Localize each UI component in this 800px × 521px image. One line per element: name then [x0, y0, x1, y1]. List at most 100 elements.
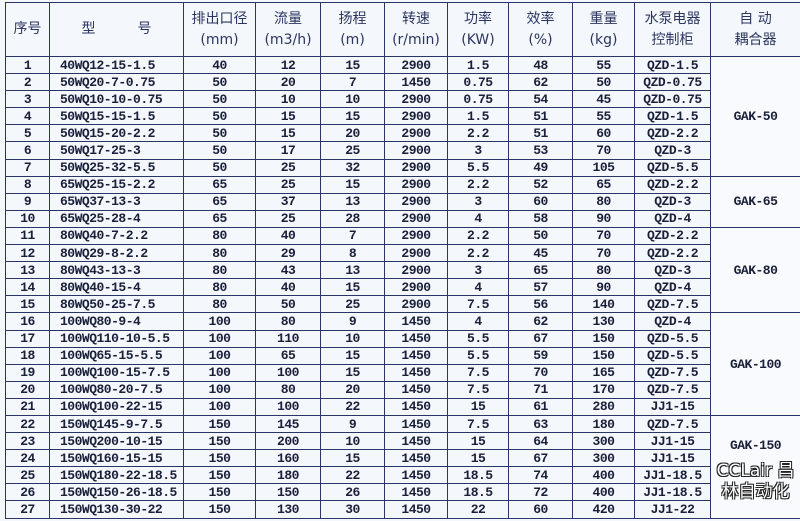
cell-efficiency: 57 — [508, 278, 573, 297]
cell-control-cabinet: JJ1-22 — [634, 500, 711, 519]
cell-flow: 25 — [255, 209, 321, 228]
cell-flow: 50 — [255, 295, 321, 314]
header-unit: (r/min) — [392, 31, 440, 48]
cell-outlet-diameter: 100 — [183, 397, 256, 416]
cell-index: 20 — [5, 380, 50, 399]
cell-power: 15 — [447, 397, 509, 416]
cell-head: 30 — [320, 500, 385, 519]
table-row: 27 150WQ130-30-22 150 130 30 1450 22 60 420 JJ1-2… — [5, 500, 800, 519]
header-label: 排出口径 — [191, 10, 248, 27]
cell-power: 3 — [447, 261, 509, 280]
cell-efficiency: 60 — [508, 192, 573, 211]
cell-speed: 1450 — [384, 329, 448, 348]
table-row: 26 150WQ150-26-18.5 150 150 26 1450 18.5 72 400 J… — [5, 483, 800, 502]
cell-speed: 2900 — [384, 55, 448, 75]
coupler-label: GAK-80 — [733, 262, 778, 278]
cell-outlet-diameter: 100 — [183, 312, 256, 331]
coupler-label: GAK-65 — [733, 194, 778, 210]
cell-efficiency: 63 — [508, 414, 573, 434]
cell-speed: 2900 — [384, 158, 448, 177]
cell-index: 9 — [5, 192, 50, 211]
cell-power: 3 — [447, 192, 509, 211]
cell-flow: 100 — [255, 363, 321, 382]
cell-weight: 45 — [572, 90, 635, 109]
cell-weight: 80 — [572, 261, 635, 280]
header-unit: (m) — [340, 31, 365, 48]
cell-head: 22 — [320, 466, 385, 485]
header-col-flow: 流量 (m3/h) — [255, 2, 321, 57]
cell-index: 3 — [5, 90, 50, 109]
header-label: 功率 — [464, 10, 492, 27]
cell-model: 100WQ110-10-5.5 — [49, 329, 184, 348]
header-col-index: 序号 — [5, 2, 50, 57]
cell-speed: 2900 — [384, 175, 448, 194]
cell-efficiency: 74 — [508, 466, 573, 485]
cell-head: 13 — [320, 261, 385, 280]
cell-efficiency: 51 — [508, 107, 573, 126]
cell-flow: 37 — [255, 192, 321, 211]
cell-outlet-diameter: 65 — [183, 175, 256, 194]
cell-efficiency: 48 — [508, 55, 573, 75]
table-row: 4 50WQ15-15-1.5 50 15 15 2900 1.5 51 55 QZD-1.5 — [5, 107, 800, 126]
cell-efficiency: 56 — [508, 295, 573, 314]
cell-efficiency: 70 — [508, 363, 573, 382]
table-row: 23 150WQ200-10-15 150 200 10 1450 15 64 300 JJ1-1… — [5, 432, 800, 451]
cell-model: 150WQ130-30-22 — [49, 500, 184, 519]
cell-efficiency: 52 — [508, 175, 573, 194]
cell-power: 0.75 — [447, 73, 509, 92]
cell-model: 50WQ25-32-5.5 — [49, 158, 184, 177]
cell-flow: 65 — [255, 346, 321, 365]
cell-flow: 10 — [255, 90, 321, 109]
cell-index: 1 — [5, 55, 50, 75]
cell-model: 100WQ100-22-15 — [49, 397, 184, 416]
cell-index: 27 — [5, 500, 50, 519]
cell-head: 7 — [320, 73, 385, 92]
table-row: 14 80WQ40-15-4 80 40 15 2900 4 57 90 QZD-4 — [5, 278, 800, 297]
cell-power: 2.2 — [447, 175, 509, 194]
cell-speed: 1450 — [384, 363, 448, 382]
cell-auto-coupler: GAK-150 CCLair 昌林自动化 — [710, 414, 800, 519]
cell-head: 22 — [320, 397, 385, 416]
cell-speed: 2900 — [384, 141, 448, 160]
cell-model: 50WQ10-10-0.75 — [49, 90, 184, 109]
cell-power: 5.5 — [447, 346, 509, 365]
cell-head: 15 — [320, 107, 385, 126]
cell-model: 100WQ80-9-4 — [49, 312, 184, 331]
cell-control-cabinet: QZD-1.5 — [634, 107, 711, 126]
cell-speed: 1450 — [384, 397, 448, 416]
cell-power: 7.5 — [447, 414, 509, 434]
table-row: 9 65WQ37-13-3 65 37 13 2900 3 60 80 QZD-3 — [5, 192, 800, 211]
table-row: 18 100WQ65-15-5.5 100 65 15 1450 5.5 59 150 QZD-5… — [5, 346, 800, 365]
cell-flow: 25 — [255, 158, 321, 177]
cell-control-cabinet: QZD-2.2 — [634, 244, 711, 263]
cell-power: 2.2 — [447, 244, 509, 263]
cell-weight: 130 — [572, 312, 635, 331]
header-label: 型 号 — [81, 21, 152, 37]
cell-power: 15 — [447, 449, 509, 468]
cell-power: 2.2 — [447, 226, 509, 246]
header-unit: (m3/h) — [264, 31, 312, 48]
cell-flow: 80 — [255, 312, 321, 331]
header-col-power: 功率 (KW) — [447, 2, 509, 57]
cell-head: 9 — [320, 414, 385, 434]
cell-speed: 1450 — [384, 380, 448, 399]
table-row: 17 100WQ110-10-5.5 100 110 10 1450 5.5 67 150 QZD… — [5, 329, 800, 348]
cell-outlet-diameter: 50 — [183, 73, 256, 92]
header-unit: 控制柜 — [651, 31, 694, 48]
table-row: 1 40WQ12-15-1.5 40 12 15 2900 1.5 48 55 QZD-1.5 GA… — [5, 55, 800, 177]
cell-head: 32 — [320, 158, 385, 177]
pump-spec-table: 序号 型 号 排出口径 (mm) 流量 (m3/h) 扬程 (m) 转速 (r/min) 功率 (KW… — [5, 2, 800, 519]
table-row: 3 50WQ10-10-0.75 50 10 10 2900 0.75 54 45 QZD-0.7… — [5, 90, 800, 109]
cell-efficiency: 67 — [508, 329, 573, 348]
cell-outlet-diameter: 100 — [183, 363, 256, 382]
cell-outlet-diameter: 50 — [183, 141, 256, 160]
cell-control-cabinet: QZD-3 — [634, 192, 711, 211]
cell-speed: 2900 — [384, 244, 448, 263]
cell-power: 2.2 — [447, 124, 509, 143]
cell-efficiency: 53 — [508, 141, 573, 160]
cell-control-cabinet: QZD-0.75 — [634, 90, 711, 109]
cell-model: 50WQ15-15-1.5 — [49, 107, 184, 126]
cell-power: 4 — [447, 312, 509, 331]
cell-control-cabinet: QZD-5.5 — [634, 158, 711, 177]
cell-speed: 2900 — [384, 261, 448, 280]
